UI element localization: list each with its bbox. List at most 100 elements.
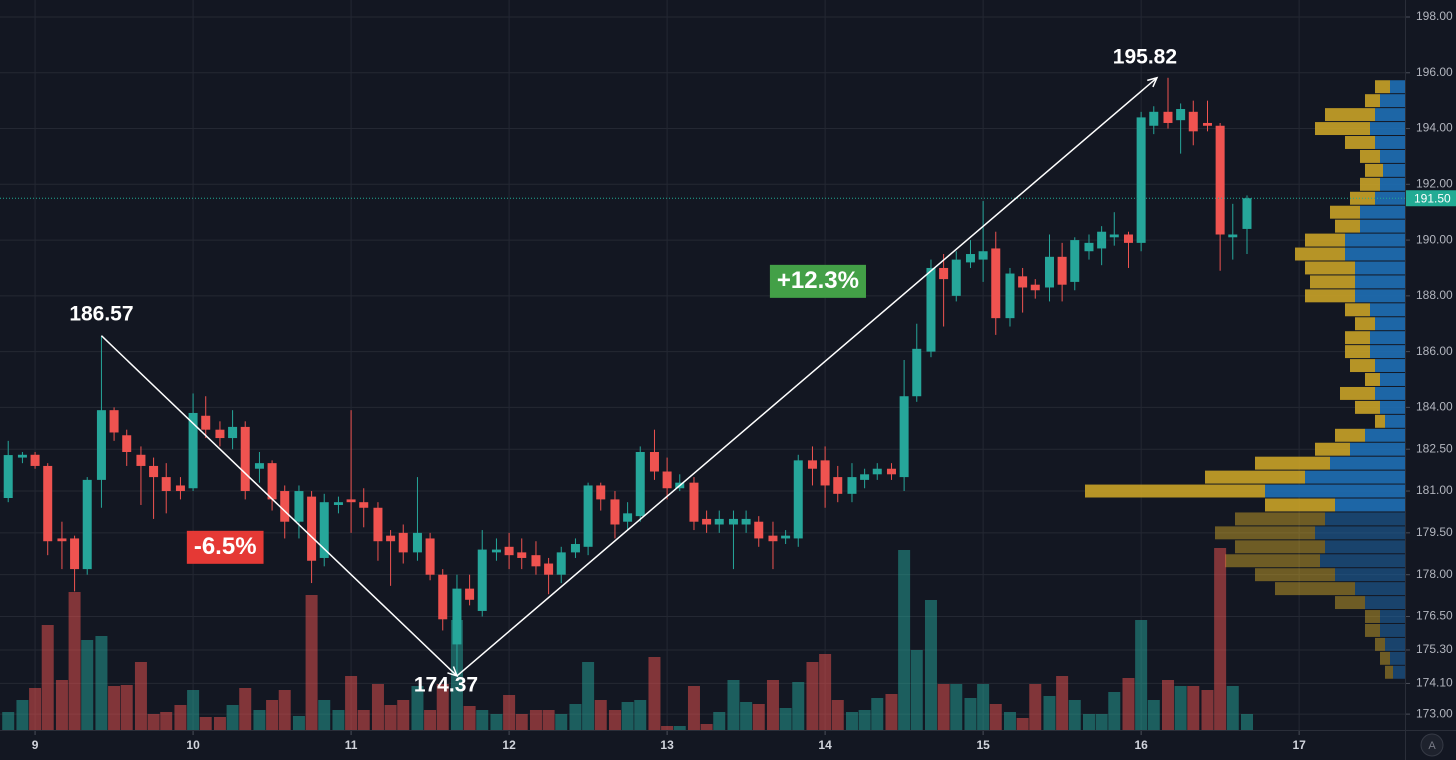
- volume-bar: [621, 702, 634, 730]
- candle-body: [1228, 234, 1238, 238]
- profile-blue: [1375, 108, 1405, 122]
- y-tick-label: 190.00: [1416, 232, 1453, 246]
- profile-blue: [1345, 247, 1405, 261]
- volume-bar: [1240, 714, 1253, 730]
- candle-body: [926, 267, 936, 352]
- volume-bar: [95, 636, 108, 730]
- y-tick-label: 176.50: [1416, 609, 1453, 623]
- candle-body: [43, 465, 53, 542]
- candle-body: [1163, 111, 1173, 123]
- volume-bar: [174, 705, 187, 730]
- last-price-box: [1406, 190, 1456, 207]
- y-tick-label: 184.00: [1416, 400, 1453, 414]
- profile-yellow: [1295, 247, 1345, 261]
- change-box: [769, 264, 866, 298]
- candle-body: [17, 454, 27, 458]
- candle-body: [1070, 240, 1080, 282]
- profile-blue: [1265, 484, 1405, 498]
- candle-body: [965, 254, 975, 263]
- volume-bar: [937, 684, 950, 730]
- volume-bar: [752, 704, 765, 730]
- candle-body: [438, 574, 448, 620]
- price-annotation: 186.57: [69, 302, 133, 325]
- candle-body: [1097, 231, 1107, 249]
- candle-body: [267, 463, 277, 500]
- change-label: -6.5%: [194, 533, 257, 560]
- volume-bar: [384, 705, 397, 730]
- volume-bar: [1095, 714, 1108, 730]
- candle-body: [477, 549, 487, 611]
- profile-blue: [1380, 610, 1405, 623]
- y-tick-label: 196.00: [1416, 65, 1453, 79]
- volume-bar: [700, 724, 713, 730]
- x-tick-label: 14: [818, 738, 832, 752]
- profile-yellow: [1375, 637, 1385, 651]
- volume-bar: [160, 712, 173, 730]
- volume-bar: [766, 680, 779, 730]
- candle-body: [570, 544, 580, 553]
- profile-blue: [1355, 289, 1405, 303]
- profile-yellow: [1085, 484, 1265, 498]
- volume-bar: [1068, 700, 1081, 730]
- profile-blue: [1320, 554, 1405, 568]
- volume-bar: [555, 714, 568, 730]
- profile-blue: [1315, 526, 1405, 540]
- profile-yellow: [1360, 177, 1380, 191]
- candle-body: [333, 502, 343, 505]
- volume-bar: [226, 705, 239, 730]
- profile-blue: [1375, 386, 1405, 400]
- candle-body: [702, 518, 712, 525]
- profile-blue: [1370, 331, 1405, 345]
- candle-body: [517, 552, 527, 558]
- volume-bar: [871, 698, 884, 730]
- volume-bar: [397, 700, 410, 730]
- profile-blue: [1375, 359, 1405, 373]
- trend-line: [100, 335, 458, 677]
- candle-body: [623, 513, 633, 522]
- volume-bar: [950, 684, 963, 730]
- volume-bar: [648, 657, 661, 730]
- auto-scale-label[interactable]: A: [1428, 740, 1436, 752]
- volume-bar: [147, 714, 160, 730]
- profile-blue: [1335, 498, 1405, 512]
- profile-yellow: [1205, 470, 1305, 484]
- x-tick-label: 13: [660, 738, 674, 752]
- profile-blue: [1330, 456, 1405, 470]
- candle-body: [1030, 284, 1040, 291]
- trend-arrow: [1147, 76, 1159, 88]
- volume-bar: [582, 662, 595, 730]
- volume-bar: [885, 694, 898, 730]
- profile-blue: [1380, 373, 1405, 386]
- profile-blue: [1360, 219, 1405, 233]
- candle-body: [689, 482, 699, 522]
- candle-body: [1084, 242, 1094, 252]
- candle-body: [781, 535, 791, 539]
- volume-bar: [503, 695, 516, 730]
- candle-body: [754, 521, 764, 539]
- volume-bar: [924, 600, 937, 730]
- profile-yellow: [1315, 122, 1370, 136]
- profile-blue: [1365, 428, 1405, 442]
- candle-body: [452, 588, 462, 645]
- x-tick-label: 9: [32, 738, 39, 752]
- volume-bar: [199, 717, 212, 730]
- profile-yellow: [1335, 596, 1365, 610]
- profile-blue: [1335, 568, 1405, 582]
- volume-bar: [2, 712, 15, 730]
- volume-bar: [463, 706, 476, 730]
- candle-body: [1176, 109, 1186, 121]
- volume-bar: [1161, 680, 1174, 730]
- volume-bar: [1003, 712, 1016, 730]
- volume-bar: [108, 686, 121, 730]
- volume-bar: [569, 704, 582, 730]
- volume-bar: [634, 700, 647, 730]
- profile-yellow: [1360, 149, 1380, 163]
- volume-bar: [1147, 700, 1160, 730]
- volume-bar: [594, 700, 607, 730]
- candle-body: [872, 468, 882, 475]
- auto-scale-button[interactable]: [1420, 733, 1444, 757]
- candle-body: [741, 518, 751, 525]
- x-tick-label: 11: [345, 738, 358, 752]
